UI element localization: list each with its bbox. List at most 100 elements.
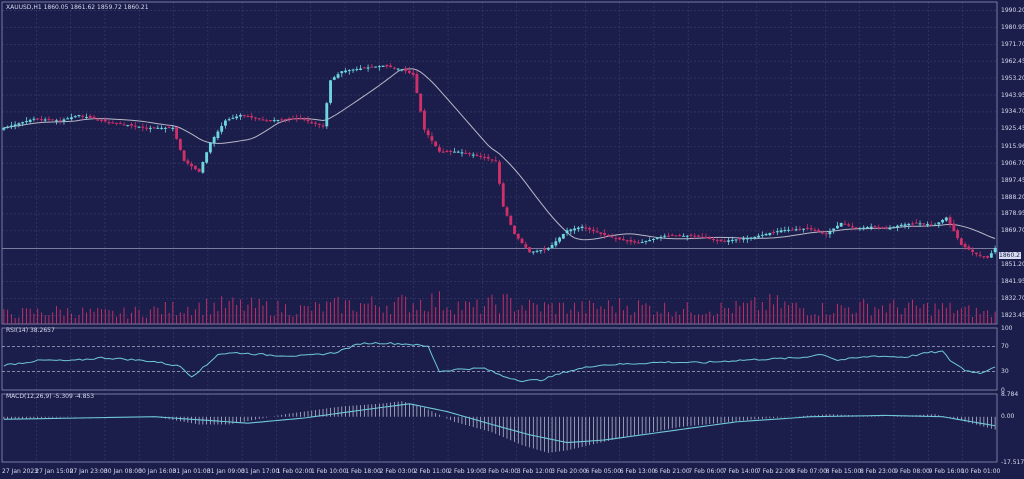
candle-body xyxy=(866,227,869,229)
candle-body xyxy=(163,127,167,129)
candle-body xyxy=(899,224,903,226)
time-tick-label: 27 Jan 23:00 xyxy=(69,468,108,475)
candle-body xyxy=(749,237,753,239)
candle-body xyxy=(606,235,610,237)
candle-body xyxy=(186,160,190,164)
candle-body xyxy=(212,137,216,144)
candle-body xyxy=(404,68,408,72)
price-tick-label: 1934.70 xyxy=(1001,108,1024,116)
candle-body xyxy=(81,115,85,117)
rsi-tick-label: 100 xyxy=(1001,324,1013,332)
rsi-tick-label: 30 xyxy=(1001,367,1009,375)
candle-body xyxy=(933,224,937,226)
candle-body xyxy=(377,66,381,68)
candle-body xyxy=(291,118,295,120)
candle-body xyxy=(246,115,250,117)
candle-body xyxy=(809,228,813,230)
candle-body xyxy=(96,119,100,121)
candle-body xyxy=(775,231,779,233)
candle-body xyxy=(952,223,956,232)
candle-body xyxy=(914,222,918,224)
candle-body xyxy=(126,125,130,127)
candle-body xyxy=(197,168,201,172)
candle-body xyxy=(434,141,438,147)
candle-body xyxy=(43,119,47,121)
pane-frames xyxy=(1,1,998,463)
price-pane-title: XAUUSD,H1 1860.05 1861.62 1859.72 1860.2… xyxy=(6,4,149,11)
candle-body xyxy=(261,119,265,121)
candle-body xyxy=(982,256,986,258)
candle-body xyxy=(254,117,257,119)
candle-body xyxy=(531,251,535,253)
candle-body xyxy=(539,250,543,252)
candle-body xyxy=(513,225,516,234)
candle-body xyxy=(321,125,325,127)
candle-body xyxy=(911,223,914,225)
price-tick-label: 1962.45 xyxy=(1001,57,1024,65)
candle-body xyxy=(565,230,569,234)
candle-body xyxy=(546,248,550,250)
candle-body xyxy=(505,207,509,216)
candle-body xyxy=(238,115,242,117)
time-tick-label: 30 Jan 08:00 xyxy=(103,468,142,475)
candle-body xyxy=(520,238,524,244)
time-tick-label: 9 Feb 08:00 xyxy=(894,468,930,475)
time-tick-label: 27 Jan 2023 xyxy=(2,468,38,475)
macd-tick-label: -17.517 xyxy=(1001,458,1024,466)
candle-body xyxy=(697,235,700,237)
candle-body xyxy=(573,228,577,231)
time-tick-label: 27 Jan 15:00 xyxy=(35,468,74,475)
time-tick-label: 2 Feb 03:00 xyxy=(379,468,416,475)
candle-body xyxy=(734,239,738,241)
candle-body xyxy=(175,127,179,139)
candle-body xyxy=(441,151,445,153)
candle-body xyxy=(779,230,783,233)
candle-body xyxy=(287,118,291,120)
candle-body xyxy=(115,122,118,124)
candle-body xyxy=(783,230,787,232)
candle-body xyxy=(832,228,836,231)
candle-body xyxy=(963,243,967,248)
price-tick-label: 1990.20 xyxy=(1001,6,1024,14)
candle-body xyxy=(892,226,896,228)
macd-pane-title: MACD(12,26,9) -5.309 -4.853 xyxy=(6,393,95,400)
candle-body xyxy=(456,151,460,153)
candle-body xyxy=(411,72,415,75)
candle-body xyxy=(723,240,727,242)
time-tick-label: 10 Feb 01:00 xyxy=(961,468,1001,475)
candle-body xyxy=(193,165,197,170)
candle-body xyxy=(111,122,115,124)
candle-body xyxy=(937,222,941,225)
volume-bars xyxy=(3,291,996,324)
candle-body xyxy=(145,127,148,129)
time-tick-label: 6 Feb 21:00 xyxy=(654,468,690,475)
candle-body xyxy=(745,238,749,240)
price-tick-label: 1906.70 xyxy=(1001,159,1024,167)
candle-body xyxy=(407,70,411,73)
time-tick-label: 7 Feb 14:00 xyxy=(722,468,759,475)
candle-body xyxy=(862,227,866,229)
candle-body xyxy=(6,126,10,128)
candle-body xyxy=(847,224,851,226)
candle-body xyxy=(730,239,734,241)
rsi-layer xyxy=(2,341,997,383)
candle-body xyxy=(152,127,156,129)
candle-body xyxy=(614,238,618,240)
candle-body xyxy=(817,229,821,232)
candle-body xyxy=(918,223,922,225)
candle-body xyxy=(351,69,355,71)
candle-body xyxy=(415,74,419,94)
time-tick-label: 31 Jan 01:00 xyxy=(172,468,211,475)
candle-body xyxy=(869,226,873,229)
candle-body xyxy=(682,235,685,237)
candle-body xyxy=(100,119,103,121)
candle-body xyxy=(475,154,479,156)
current-price-tag: 1860.21 xyxy=(999,252,1024,259)
candle-body xyxy=(663,235,667,237)
candle-body xyxy=(160,127,164,129)
candle-body xyxy=(971,249,975,252)
candle-body xyxy=(543,249,546,251)
candle-body xyxy=(118,123,122,125)
